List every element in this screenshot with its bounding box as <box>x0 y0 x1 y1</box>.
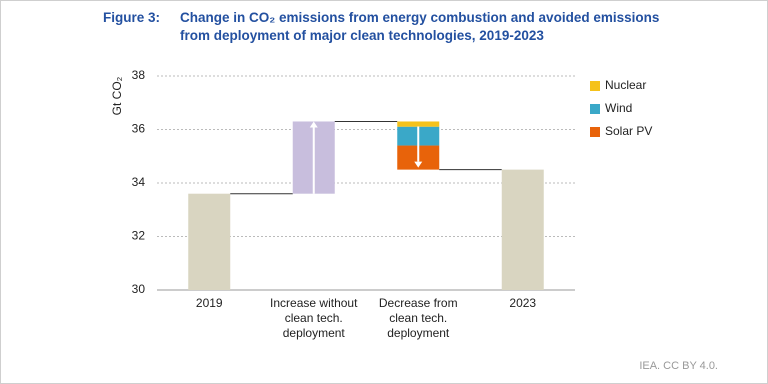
figure-label: Figure 3: <box>103 10 160 25</box>
x-tick-label: 2023 <box>509 296 537 310</box>
chart-title: Change in CO₂ emissions from energy comb… <box>180 10 659 25</box>
x-tick-label: Increase without clean tech. deployment <box>270 296 358 340</box>
arrow-head <box>414 161 423 168</box>
arrow-head <box>309 121 318 128</box>
source-note: IEA. CC BY 4.0. <box>639 360 718 372</box>
y-tick-label: 32 <box>132 229 146 243</box>
y-tick-label: 30 <box>132 282 146 296</box>
legend-label: Wind <box>605 101 632 115</box>
legend-label: Nuclear <box>605 78 646 92</box>
y-axis-label: Gt CO₂ <box>110 76 124 115</box>
chart-title: from deployment of major clean technolog… <box>180 28 544 43</box>
y-tick-label: 38 <box>132 68 146 82</box>
legend-label: Solar PV <box>605 124 652 138</box>
x-tick-label: 2019 <box>195 296 223 310</box>
legend-swatch <box>590 127 600 137</box>
x-tick-label: Decrease from clean tech. deployment <box>378 296 458 340</box>
bar <box>501 169 544 290</box>
y-tick-label: 34 <box>132 175 146 189</box>
y-tick-label: 36 <box>132 122 146 136</box>
legend-swatch <box>590 104 600 114</box>
legend-swatch <box>590 81 600 91</box>
bar <box>397 121 440 127</box>
bar <box>188 193 231 290</box>
